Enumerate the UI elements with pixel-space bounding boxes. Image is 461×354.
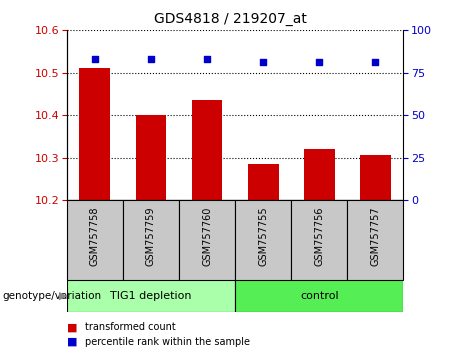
- Bar: [360, 155, 391, 200]
- Bar: [235, 280, 403, 312]
- Bar: [192, 100, 223, 200]
- Point: [147, 56, 154, 62]
- Bar: [248, 164, 278, 200]
- Bar: [179, 200, 235, 280]
- Text: genotype/variation: genotype/variation: [2, 291, 101, 301]
- Point: [91, 56, 99, 62]
- Text: GSM757760: GSM757760: [202, 206, 212, 266]
- Bar: [235, 200, 291, 280]
- Text: GSM757756: GSM757756: [314, 206, 324, 266]
- Bar: [136, 115, 166, 200]
- Point: [203, 56, 211, 62]
- Text: ■: ■: [67, 322, 77, 332]
- Point: [260, 59, 267, 65]
- Bar: [123, 200, 179, 280]
- Bar: [304, 149, 335, 200]
- Point: [315, 59, 323, 65]
- Bar: [347, 200, 403, 280]
- Text: GDS4818 / 219207_at: GDS4818 / 219207_at: [154, 12, 307, 27]
- Text: GSM757758: GSM757758: [90, 206, 100, 266]
- Text: control: control: [300, 291, 338, 301]
- Bar: [67, 280, 235, 312]
- Bar: [291, 200, 347, 280]
- Text: GSM757759: GSM757759: [146, 206, 156, 266]
- Text: transformed count: transformed count: [85, 322, 176, 332]
- Point: [372, 59, 379, 65]
- Text: GSM757755: GSM757755: [258, 206, 268, 266]
- Text: ▶: ▶: [59, 291, 67, 301]
- Text: GSM757757: GSM757757: [370, 206, 380, 266]
- Bar: [67, 200, 123, 280]
- Text: percentile rank within the sample: percentile rank within the sample: [85, 337, 250, 347]
- Text: TIG1 depletion: TIG1 depletion: [110, 291, 192, 301]
- Text: ■: ■: [67, 337, 77, 347]
- Bar: [79, 68, 110, 200]
